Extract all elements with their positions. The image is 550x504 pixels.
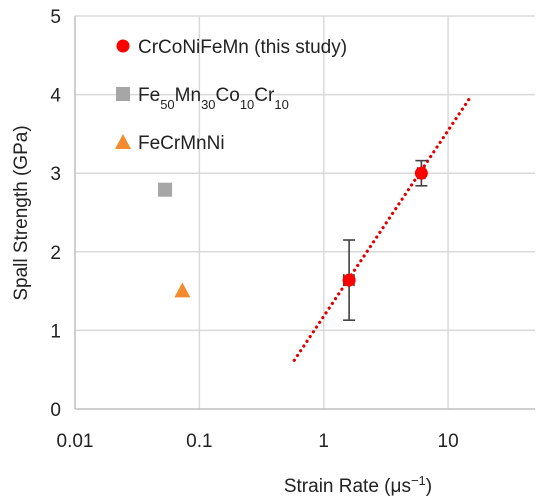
y-tick-label: 2: [50, 243, 61, 264]
legend-label-crconifemn: CrCoNiFeMn (this study): [138, 37, 347, 58]
axes: [74, 16, 535, 410]
fecrmnni-point: [174, 282, 191, 298]
crconifemn-point: [414, 166, 428, 180]
femnmncocr-point: [158, 182, 173, 197]
crconifemn-point: [342, 273, 356, 287]
x-tick-label: 0.1: [186, 431, 212, 452]
error-bars: [342, 159, 428, 321]
tick-labels: 0 1 2 3 4 5 0.01 0.1 1 10: [50, 7, 458, 452]
x-tick-label: 10: [438, 431, 459, 452]
x-tick-label: 0.01: [57, 431, 94, 452]
data-points: [158, 166, 428, 298]
y-tick-label: 1: [50, 321, 61, 342]
y-tick-label: 0: [50, 400, 61, 421]
trendline-dotted: [292, 96, 472, 362]
y-tick-label: 4: [50, 86, 61, 107]
trendline: [292, 96, 472, 362]
y-tick-label: 5: [50, 7, 61, 28]
legend-marker-femnmncocr: [116, 87, 130, 101]
legend-label-femnmncocr: Fe50Mn30Co10Cr10: [138, 85, 289, 112]
legend-marker-fecrmnni: [115, 134, 131, 149]
x-axis-label: Strain Rate (μs−1): [284, 473, 432, 498]
y-axis-label: Spall Strength (GPa): [11, 125, 32, 300]
legend: CrCoNiFeMn (this study) Fe50Mn30Co10Cr10 F…: [115, 37, 347, 154]
y-tick-label: 3: [50, 164, 61, 185]
grid: [75, 15, 535, 409]
legend-marker-crconifemn: [116, 39, 130, 53]
x-tick-label: 1: [318, 431, 329, 452]
legend-label-fecrmnni: FeCrMnNi: [138, 133, 225, 154]
